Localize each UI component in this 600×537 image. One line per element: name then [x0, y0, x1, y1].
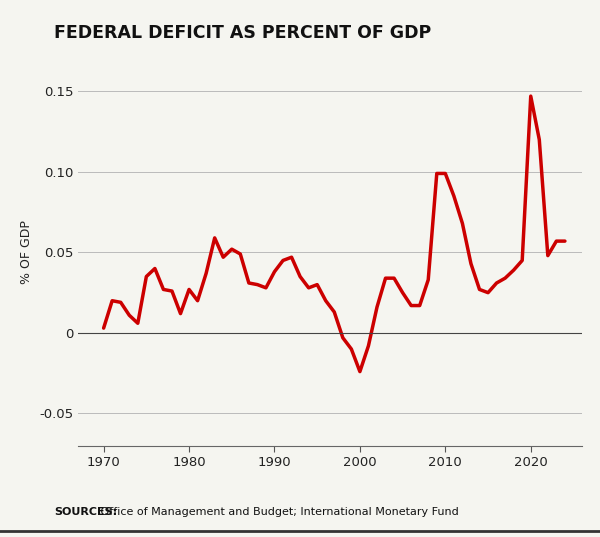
Y-axis label: % OF GDP: % OF GDP — [20, 221, 34, 284]
Text: Office of Management and Budget; International Monetary Fund: Office of Management and Budget; Interna… — [97, 507, 459, 518]
Text: FEDERAL DEFICIT AS PERCENT OF GDP: FEDERAL DEFICIT AS PERCENT OF GDP — [54, 24, 431, 42]
Text: SOURCES:: SOURCES: — [54, 507, 117, 518]
